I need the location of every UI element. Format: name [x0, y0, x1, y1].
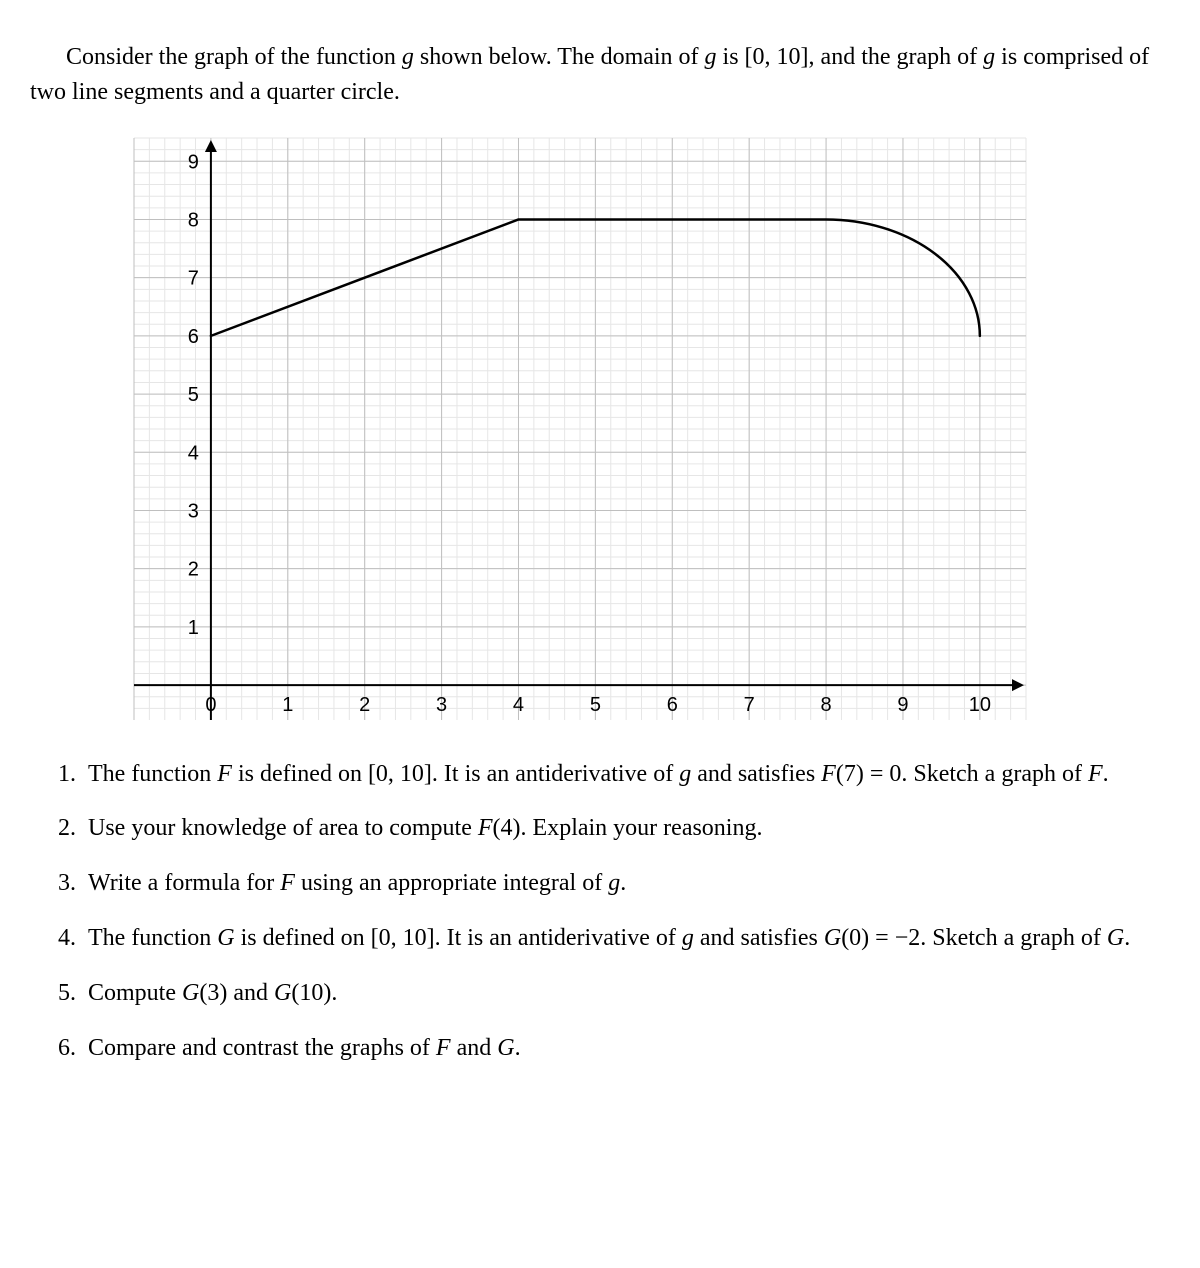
q-text: and satisfies: [694, 925, 824, 951]
svg-text:3: 3: [188, 500, 199, 522]
question-6: Compare and contrast the graphs of F and…: [82, 1031, 1170, 1066]
var-G: G: [497, 1035, 514, 1061]
var-F: F: [821, 761, 836, 787]
q-text: (4). Explain your reasoning.: [493, 815, 763, 841]
intro-text: shown below. The domain of: [414, 44, 705, 70]
var-G: G: [1107, 925, 1124, 951]
q-text: Compare and contrast the graphs of: [88, 1035, 436, 1061]
var-F: F: [280, 870, 295, 896]
var-G: G: [824, 925, 841, 951]
svg-text:9: 9: [188, 151, 199, 173]
question-1: The function F is defined on [0, 10]. It…: [82, 757, 1170, 792]
intro-paragraph: Consider the graph of the function g sho…: [30, 40, 1170, 110]
q-text: (3) and: [199, 980, 274, 1006]
q-text: using an appropriate integral of: [295, 870, 608, 896]
var-g: g: [682, 925, 694, 951]
intro-text: Consider the graph of the function: [66, 44, 402, 70]
question-3: Write a formula for F using an appropria…: [82, 866, 1170, 901]
question-list: The function F is defined on [0, 10]. It…: [30, 757, 1170, 1066]
question-2: Use your knowledge of area to compute F(…: [82, 811, 1170, 846]
q-text: .: [1124, 925, 1130, 951]
svg-text:1: 1: [282, 694, 293, 716]
var-G: G: [274, 980, 291, 1006]
svg-text:6: 6: [667, 694, 678, 716]
q-text: The function: [88, 761, 217, 787]
svg-text:6: 6: [188, 325, 199, 347]
var-g: g: [705, 44, 717, 70]
q-text: and: [451, 1035, 498, 1061]
q-text: .: [1103, 761, 1109, 787]
svg-text:7: 7: [744, 694, 755, 716]
q-text: The function: [88, 925, 217, 951]
intro-text: is [0, 10], and the graph of: [717, 44, 984, 70]
q-text: (10).: [291, 980, 337, 1006]
var-F: F: [217, 761, 232, 787]
svg-text:2: 2: [359, 694, 370, 716]
var-g: g: [983, 44, 995, 70]
q-text: .: [620, 870, 626, 896]
svg-text:8: 8: [821, 694, 832, 716]
q-text: (0) = −2. Sketch a graph of: [841, 925, 1107, 951]
svg-text:8: 8: [188, 209, 199, 231]
svg-text:5: 5: [590, 694, 601, 716]
var-G: G: [217, 925, 234, 951]
q-text: Write a formula for: [88, 870, 280, 896]
question-4: The function G is defined on [0, 10]. It…: [82, 921, 1170, 956]
q-text: and satisfies: [691, 761, 821, 787]
function-graph: 0 1 2 3 4 5 6 7 8 9 10 1 2 3 4 5 6 7 8 9: [130, 134, 1030, 724]
svg-text:10: 10: [969, 694, 991, 716]
q-text: .: [515, 1035, 521, 1061]
var-g: g: [679, 761, 691, 787]
svg-text:5: 5: [188, 384, 199, 406]
svg-text:9: 9: [897, 694, 908, 716]
var-G: G: [182, 980, 199, 1006]
svg-text:0: 0: [205, 694, 216, 716]
question-5: Compute G(3) and G(10).: [82, 976, 1170, 1011]
q-text: Compute: [88, 980, 182, 1006]
var-g: g: [608, 870, 620, 896]
svg-text:2: 2: [188, 558, 199, 580]
var-F: F: [478, 815, 493, 841]
chart-container: 0 1 2 3 4 5 6 7 8 9 10 1 2 3 4 5 6 7 8 9: [30, 134, 1170, 729]
page: Consider the graph of the function g sho…: [0, 0, 1200, 1125]
svg-text:1: 1: [188, 616, 199, 638]
q-text: is defined on [0, 10]. It is an antideri…: [232, 761, 679, 787]
var-F: F: [436, 1035, 451, 1061]
q-text: is defined on [0, 10]. It is an antideri…: [235, 925, 682, 951]
svg-text:4: 4: [188, 442, 199, 464]
var-F: F: [1088, 761, 1103, 787]
var-g: g: [402, 44, 414, 70]
q-text: Use your knowledge of area to compute: [88, 815, 478, 841]
svg-text:4: 4: [513, 694, 524, 716]
svg-text:7: 7: [188, 267, 199, 289]
q-text: (7) = 0. Sketch a graph of: [836, 761, 1088, 787]
svg-text:3: 3: [436, 694, 447, 716]
